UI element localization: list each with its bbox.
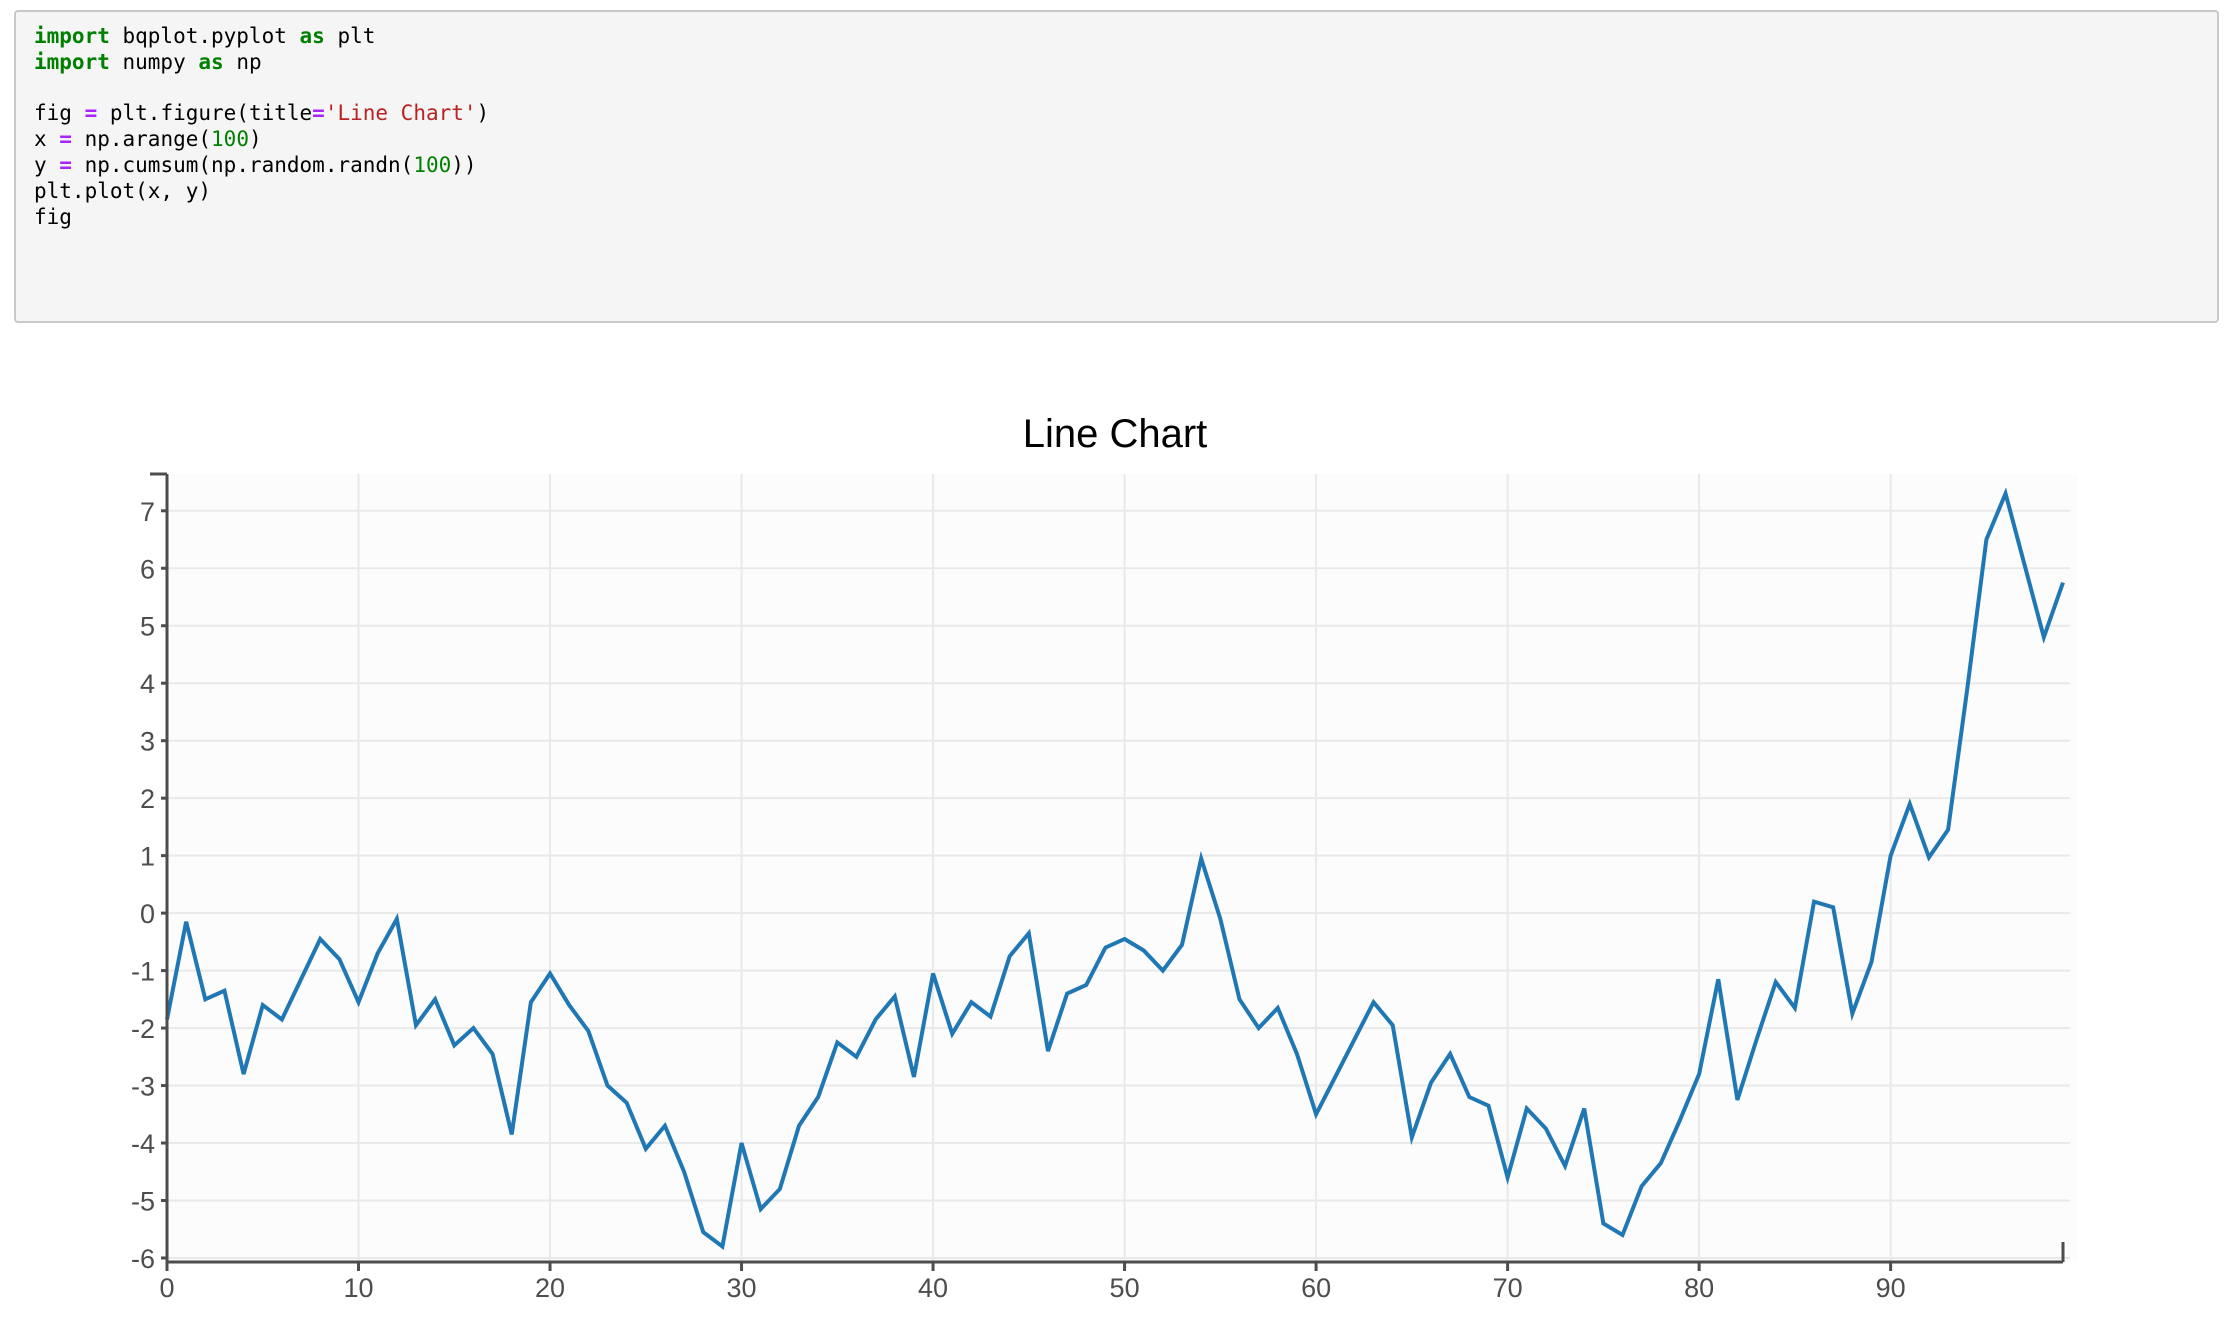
code-token: bqplot.pyplot	[109, 24, 300, 48]
y-tick-label: 2	[140, 784, 155, 814]
x-tick-label: 90	[1876, 1273, 1906, 1303]
y-tick-label: 4	[140, 669, 155, 699]
y-tick-label: -2	[131, 1014, 155, 1044]
code-token: 100	[211, 127, 249, 152]
y-tick-label: -5	[131, 1187, 155, 1217]
code-token: plt	[324, 24, 376, 48]
code-token: )	[476, 101, 490, 126]
code-token: np.arange(	[71, 127, 212, 152]
y-tick-label: 0	[140, 899, 155, 929]
x-tick-label: 60	[1301, 1273, 1331, 1303]
code-token: plt.figure(title	[97, 101, 313, 126]
x-tick-label: 80	[1684, 1273, 1714, 1303]
x-tick-label: 10	[343, 1273, 373, 1303]
y-tick-label: 7	[140, 497, 155, 527]
code-cell[interactable]: import bqplot.pyplot as plt import numpy …	[14, 10, 2219, 323]
code-token: y	[34, 152, 60, 177]
y-tick-label: 5	[140, 612, 155, 642]
code-token: plt.plot(x, y)	[34, 178, 212, 203]
code-token: as	[299, 24, 325, 48]
y-tick-label: 1	[140, 842, 155, 872]
line-series	[165, 487, 2065, 1251]
code-token: x	[34, 127, 60, 152]
code-token: ))	[451, 152, 477, 177]
code-line: fig = plt.figure(title='Line Chart')	[34, 101, 2199, 127]
code-token: =	[59, 127, 72, 152]
code-token: np.cumsum(np.random.randn(	[71, 152, 414, 177]
y-tick-label: -1	[131, 957, 155, 987]
code-token: numpy	[109, 49, 199, 74]
y-tick-label: 3	[140, 727, 155, 757]
code-token: np	[223, 49, 262, 74]
code-line: import numpy as np	[34, 50, 2199, 76]
code-line: import bqplot.pyplot as plt	[34, 24, 2199, 50]
code-token: fig	[34, 204, 72, 229]
y-tick-label: -6	[131, 1244, 155, 1274]
x-tick-label: 50	[1110, 1273, 1140, 1303]
code-line: y = np.cumsum(np.random.randn(100))	[34, 153, 2199, 179]
code-token: 100	[413, 152, 452, 177]
code-token: )	[248, 127, 262, 152]
code-line: fig	[34, 205, 2199, 231]
x-tick-label: 0	[159, 1273, 174, 1303]
code-token: =	[59, 152, 72, 177]
x-tick-label: 70	[1493, 1273, 1523, 1303]
plot-background	[167, 474, 2077, 1262]
code-editor[interactable]: import bqplot.pyplot as plt import numpy …	[34, 24, 2199, 230]
code-token: as	[198, 49, 224, 74]
code-token: import	[34, 24, 110, 48]
code-token: =	[84, 101, 98, 126]
code-token: import	[34, 49, 110, 74]
chart-title: Line Chart	[1023, 412, 1208, 456]
code-token: 'Line Chart'	[324, 101, 477, 126]
code-token: fig	[34, 101, 85, 126]
code-line: x = np.arange(100)	[34, 127, 2199, 153]
code-line: plt.plot(x, y)	[34, 179, 2199, 205]
y-tick-label: -4	[131, 1129, 155, 1159]
y-tick-label: 6	[140, 554, 155, 584]
y-tick-label: -3	[131, 1072, 155, 1102]
x-tick-label: 40	[918, 1273, 948, 1303]
x-tick-label: 30	[727, 1273, 757, 1303]
code-token: =	[312, 101, 325, 126]
x-tick-label: 20	[535, 1273, 565, 1303]
